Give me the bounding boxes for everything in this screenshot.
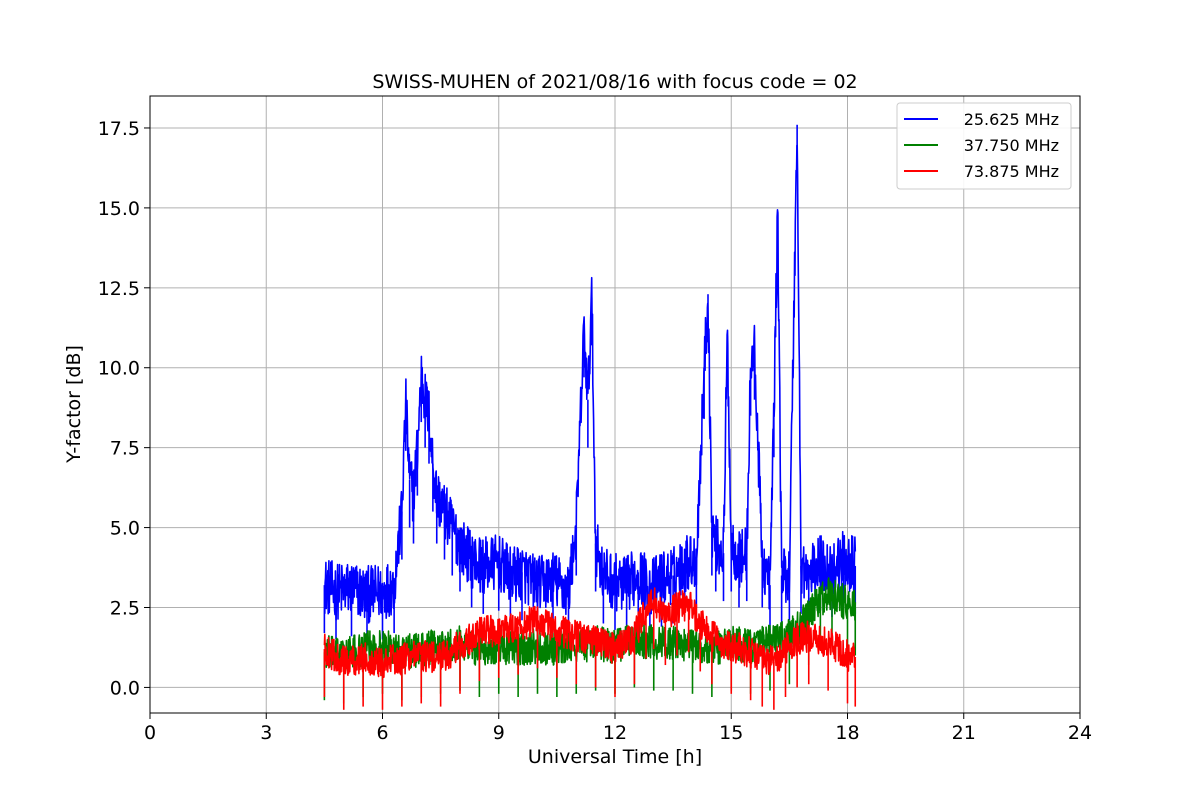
x-axis: 0 3 6 9 12 15 18 21 24	[144, 713, 1092, 744]
legend-label: 25.625 MHz	[964, 110, 1059, 129]
series-line-1	[323, 144, 857, 624]
x-tick-label: 18	[835, 722, 859, 744]
x-axis-label: Universal Time [h]	[528, 746, 702, 768]
x-tick-label: 0	[144, 722, 156, 744]
x-tick-label: 21	[952, 722, 976, 744]
x-tick-label: 24	[1068, 722, 1092, 744]
legend-box	[896, 102, 1072, 190]
legend: 25.625 MHz 37.750 MHz 73.875 MHz	[896, 102, 1072, 190]
x-tick-label: 3	[260, 722, 272, 744]
series-group	[323, 124, 857, 710]
y-tick-label: 5.0	[110, 518, 140, 540]
x-tick-label: 12	[603, 722, 627, 744]
x-tick-label: 9	[493, 722, 505, 744]
y-axis: 0.0 2.5 5.0 7.5 10.0 12.5 15.0 17.5	[98, 118, 150, 699]
y-axis-label: Y-factor [dB]	[63, 345, 85, 464]
y-tick-label: 17.5	[98, 118, 140, 140]
grid	[149, 96, 1081, 713]
y-tick-label: 10.0	[98, 358, 140, 380]
y-tick-label: 7.5	[110, 438, 140, 460]
series-line-3	[323, 587, 857, 679]
legend-label: 37.750 MHz	[964, 136, 1059, 155]
x-tick-label: 15	[719, 722, 743, 744]
y-tick-label: 15.0	[98, 198, 140, 220]
y-tick-label: 2.5	[110, 598, 140, 620]
x-tick-label: 6	[376, 722, 388, 744]
legend-label: 73.875 MHz	[964, 162, 1059, 181]
y-tick-label: 0.0	[110, 677, 140, 699]
chart-title: SWISS-MUHEN of 2021/08/16 with focus cod…	[372, 71, 857, 93]
y-tick-label: 12.5	[98, 278, 140, 300]
